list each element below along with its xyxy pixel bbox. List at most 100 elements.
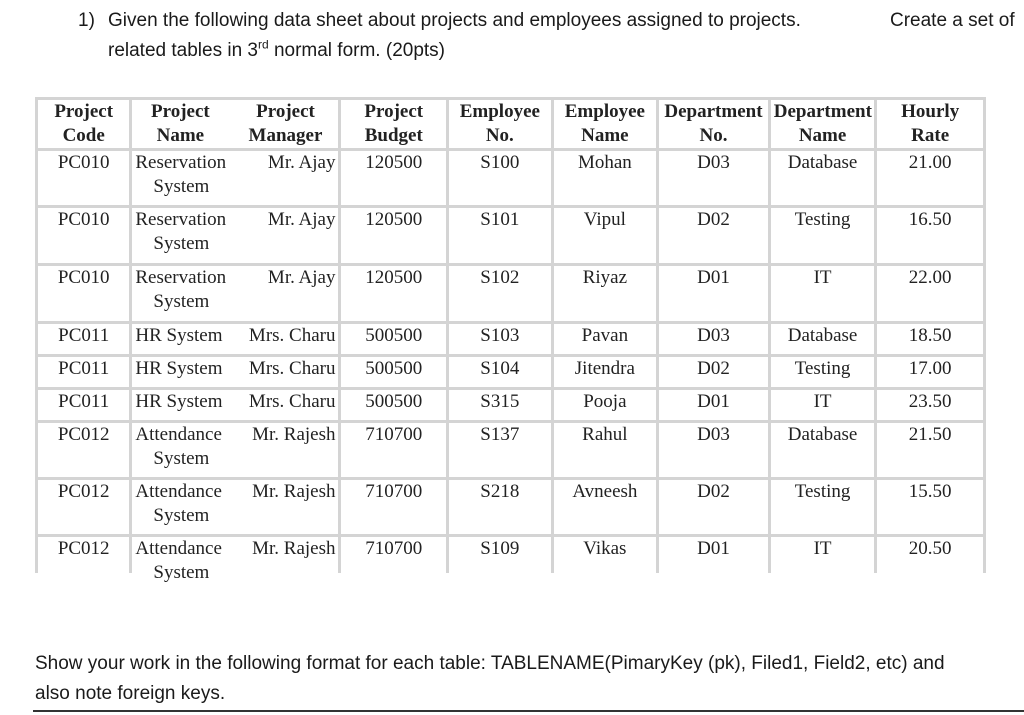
cell-hourly-rate: 22.00 [877, 266, 983, 321]
cell-pair: Reservation Mr. Ajay [135, 151, 335, 175]
question-line-2-sup: rd [258, 37, 269, 52]
cell-hourly-rate: 20.50 [877, 537, 983, 591]
header-employee-no: Employee No. [449, 100, 551, 148]
header-project-code-line2: Code [62, 125, 105, 146]
cell-employee-no: S104 [449, 357, 551, 387]
header-project-manager: Project Manager [235, 100, 335, 148]
cell-project-code: PC011 [38, 324, 130, 354]
cell-project-name-manager: Reservation Mr. Ajay System [132, 208, 339, 263]
cell-project-manager: Mr. Ajay [267, 209, 336, 230]
header-hourly-rate-line1: Hourly [901, 101, 960, 122]
cell-project-name-manager: Attendance Mr. Rajesh System [132, 480, 339, 534]
header-employee-no-line2: No. [485, 125, 514, 146]
cell-department-no: D03 [659, 151, 768, 205]
header-pair: Project Name Project Manager [135, 100, 335, 148]
cell-project-name: Attendance [135, 424, 222, 445]
table-row: PC012 Attendance Mr. Rajesh System 710700 S21… [38, 480, 983, 534]
cell-project-code: PC010 [38, 266, 130, 321]
cell-pair: Attendance Mr. Rajesh [135, 480, 335, 504]
cell-project-code: PC012 [38, 423, 130, 477]
header-project-name-line2: Name [156, 125, 205, 146]
header-hourly-rate-line2: Rate [911, 125, 950, 146]
cell-project-name-line2: System [153, 291, 210, 312]
header-department-name: Department Name [770, 100, 875, 148]
cell-department-name: Database [770, 151, 875, 205]
header-hourly-rate: Hourly Rate [877, 100, 983, 148]
cell-employee-name: Jitendra [553, 357, 657, 387]
divider-line [33, 710, 1024, 712]
cell-department-name: Testing [770, 357, 875, 387]
cell-project-manager: Mr. Ajay [267, 152, 336, 173]
header-project-budget-line2: Budget [364, 125, 423, 146]
cell-project-code: PC010 [38, 151, 130, 205]
cell-project-name: Reservation [135, 152, 227, 173]
cell-employee-name: Avneesh [553, 480, 657, 534]
cell-department-no: D03 [659, 423, 768, 477]
cell-project-budget: 120500 [341, 208, 447, 263]
header-project-budget-line1: Project [364, 101, 424, 122]
cell-department-no: D03 [659, 324, 768, 354]
cell-project-name: Reservation [135, 267, 227, 288]
header-department-no-line1: Department [664, 101, 763, 122]
cell-project-code: PC012 [38, 480, 130, 534]
cell-project-code: PC010 [38, 208, 130, 263]
cell-employee-name: Pooja [553, 390, 657, 420]
cell-pair: Reservation Mr. Ajay [135, 208, 335, 232]
header-project-code-line1: Project [54, 101, 114, 122]
cell-project-budget: 710700 [341, 537, 447, 591]
cell-pair: Reservation Mr. Ajay [135, 266, 335, 290]
cell-employee-name: Pavan [553, 324, 657, 354]
cell-department-name: IT [770, 266, 875, 321]
cell-project-name-line2: System [153, 505, 210, 526]
header-department-name-line1: Department [773, 101, 872, 122]
header-project-name-line1: Project [151, 101, 210, 122]
header-project-name: Project Name [135, 100, 225, 148]
question-line-1: Given the following data sheet about pro… [108, 10, 801, 31]
cell-hourly-rate: 15.50 [877, 480, 983, 534]
cell-project-budget: 500500 [341, 357, 447, 387]
header-project-code: Project Code [38, 100, 130, 148]
cell-project-name-manager: Attendance Mr. Rajesh System [132, 537, 339, 591]
header-employee-no-line1: Employee [459, 101, 540, 122]
table-body: PC010 Reservation Mr. Ajay System 120500 S100… [38, 151, 983, 591]
cell-project-budget: 120500 [341, 151, 447, 205]
cell-project-name-manager: HR System Mrs. Charu [132, 390, 339, 420]
cell-hourly-rate: 21.50 [877, 423, 983, 477]
table-row: PC011 HR System Mrs. Charu 500500 S103 Pavan D… [38, 324, 983, 354]
cell-project-code: PC012 [38, 537, 130, 591]
header-employee-name: Employee Name [553, 100, 657, 148]
cell-project-name: Attendance [135, 481, 222, 502]
cell-project-code: PC011 [38, 390, 130, 420]
cell-hourly-rate: 17.00 [877, 357, 983, 387]
cell-project-manager: Mr. Rajesh [252, 424, 336, 445]
cell-pair: HR System Mrs. Charu [135, 324, 335, 348]
cell-project-budget: 710700 [341, 480, 447, 534]
question-line-2-post: normal form. (20pts) [268, 40, 445, 61]
cell-project-manager: Mr. Rajesh [252, 538, 336, 559]
table-row: PC011 HR System Mrs. Charu 500500 S104 Jitend… [38, 357, 983, 387]
question-line-1-tail: Create a set of [890, 10, 1015, 31]
header-employee-name-line2: Name [581, 125, 629, 146]
cell-employee-no: S315 [449, 390, 551, 420]
cell-project-name-manager: Reservation Mr. Ajay System [132, 266, 339, 321]
header-department-no-line2: No. [699, 125, 728, 146]
cell-project-name: Reservation [135, 209, 227, 230]
data-sheet-table: Project Code Project Name Project Manage… [35, 97, 986, 594]
cell-project-manager: Mr. Rajesh [252, 481, 336, 502]
cell-project-name-line2: System [153, 176, 210, 197]
cell-hourly-rate: 18.50 [877, 324, 983, 354]
header-department-name-line2: Name [798, 125, 847, 146]
cell-project-name-line2: System [153, 233, 210, 254]
header-employee-name-line1: Employee [564, 101, 645, 122]
cell-employee-name: Rahul [553, 423, 657, 477]
cell-employee-no: S103 [449, 324, 551, 354]
cell-project-budget: 500500 [341, 390, 447, 420]
table-row: PC011 HR System Mrs. Charu 500500 S315 Pooja D… [38, 390, 983, 420]
cell-pair: Attendance Mr. Rajesh [135, 537, 335, 561]
cell-project-name-manager: Attendance Mr. Rajesh System [132, 423, 339, 477]
cell-department-no: D01 [659, 390, 768, 420]
cell-project-name-manager: HR System Mrs. Charu [132, 324, 339, 354]
cell-employee-no: S109 [449, 537, 551, 591]
cell-department-no: D02 [659, 480, 768, 534]
table-row: PC010 Reservation Mr. Ajay System 120500 S101… [38, 208, 983, 263]
